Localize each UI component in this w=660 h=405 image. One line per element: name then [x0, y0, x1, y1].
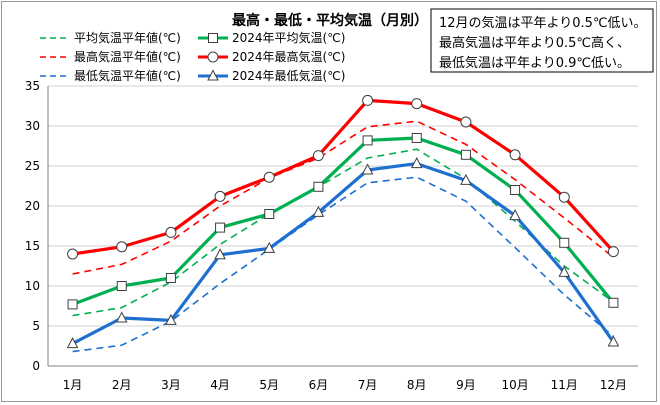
series-line — [72, 98, 615, 256]
series-line — [72, 176, 614, 353]
data-point — [208, 33, 218, 43]
y-axis: 0 5 10 15 20 25 30 35 — [25, 79, 49, 373]
data-point — [411, 98, 423, 110]
x-axis: 1月 2月 3月 4月 5月 6月 7月 8月 9月 10月 11月 12月 — [48, 365, 638, 392]
series-line — [72, 136, 615, 306]
y-tick-label: 0 — [32, 359, 40, 373]
data-point — [214, 248, 226, 260]
x-tick-label: 3月 — [161, 378, 181, 392]
chart-title: 最高・最低・平均気温（月別） — [232, 12, 428, 29]
data-point — [607, 246, 619, 258]
legend-label: 平均気温平年値(℃) — [74, 30, 181, 45]
data-point — [165, 226, 177, 238]
data-point — [67, 299, 78, 310]
y-tick-label: 15 — [25, 239, 40, 253]
data-point — [312, 205, 325, 217]
series-0 — [72, 148, 614, 317]
data-point — [510, 185, 521, 195]
data-point — [66, 337, 79, 349]
x-tick-label: 10月 — [501, 378, 528, 392]
data-point — [410, 157, 423, 169]
x-tick-label: 5月 — [259, 378, 279, 392]
series-group — [66, 94, 620, 353]
data-point — [116, 281, 127, 291]
x-tick-label: 7月 — [358, 378, 378, 392]
x-tick-label: 1月 — [63, 378, 83, 392]
legend-item: 2024年最低気温(℃) — [198, 68, 345, 83]
x-tick-label: 12月 — [600, 378, 627, 392]
x-tick-label: 6月 — [309, 378, 329, 392]
data-point — [558, 191, 570, 203]
data-point — [509, 209, 521, 221]
x-tick-label: 11月 — [551, 378, 578, 392]
legend-label: 最高気温平年値(℃) — [74, 49, 181, 64]
x-tick-label: 9月 — [456, 378, 476, 392]
data-point — [207, 69, 219, 81]
data-point — [509, 149, 521, 161]
legend-label: 最低気温平年値(℃) — [74, 68, 181, 83]
legend-item: 2024年平均気温(℃) — [198, 30, 345, 45]
x-tick-label: 4月 — [210, 378, 230, 392]
legend-label: 2024年最高気温(℃) — [232, 49, 345, 64]
data-point — [115, 311, 128, 323]
data-point — [460, 173, 472, 185]
data-point — [313, 181, 324, 192]
data-point — [165, 313, 177, 325]
legend: 平均気温平年値(℃) 2024年平均気温(℃) 最高気温平年値(℃) 2024年最高気… — [40, 30, 345, 83]
legend-item: 最低気温平年値(℃) — [40, 68, 181, 83]
data-point — [460, 116, 472, 128]
series-5 — [66, 157, 620, 349]
series-1 — [67, 133, 619, 310]
data-point — [362, 94, 374, 106]
data-point — [362, 135, 373, 146]
series-3 — [67, 94, 619, 260]
x-tick-label: 8月 — [407, 378, 427, 392]
data-point — [460, 149, 471, 160]
y-tick-label: 10 — [25, 279, 40, 293]
data-point — [263, 241, 276, 253]
series-4 — [72, 176, 614, 353]
legend-item: 最高気温平年値(℃) — [40, 49, 181, 64]
data-point — [207, 51, 219, 63]
legend-item: 2024年最高気温(℃) — [198, 49, 345, 64]
data-point — [214, 190, 226, 202]
series-line — [71, 162, 615, 346]
data-point — [264, 209, 275, 219]
annotation-line-3: 最低気温は平年より0.9℃低い。 — [439, 55, 630, 71]
legend-label: 2024年最低気温(℃) — [232, 68, 345, 83]
y-tick-label: 30 — [25, 119, 40, 133]
data-point — [361, 163, 374, 175]
annotation-box: 12月の気温は平年より0.5℃低い。 最高気温は平年より0.5℃高く、 最低気温… — [430, 8, 654, 73]
series-line — [72, 120, 614, 275]
data-point — [558, 265, 571, 277]
x-tick-label: 2月 — [112, 378, 132, 392]
legend-item: 平均気温平年値(℃) — [40, 30, 181, 45]
annotation-line-1: 12月の気温は平年より0.5℃低い。 — [439, 15, 647, 31]
data-point — [116, 241, 128, 253]
y-tick-label: 25 — [25, 159, 40, 173]
y-tick-label: 35 — [25, 79, 40, 93]
annotation-line-2: 最高気温は平年より0.5℃高く、 — [439, 35, 630, 51]
y-tick-label: 5 — [32, 319, 40, 333]
y-tick-label: 20 — [25, 199, 40, 213]
series-line — [72, 148, 614, 317]
data-point — [608, 297, 619, 308]
data-point — [165, 273, 176, 283]
data-point — [559, 237, 570, 248]
data-point — [607, 335, 620, 347]
series-2 — [72, 120, 614, 275]
data-point — [411, 133, 422, 143]
data-point — [312, 150, 324, 162]
data-point — [67, 248, 79, 260]
legend-label: 2024年平均気温(℃) — [232, 30, 345, 45]
data-point — [215, 222, 226, 233]
data-point — [263, 171, 275, 183]
